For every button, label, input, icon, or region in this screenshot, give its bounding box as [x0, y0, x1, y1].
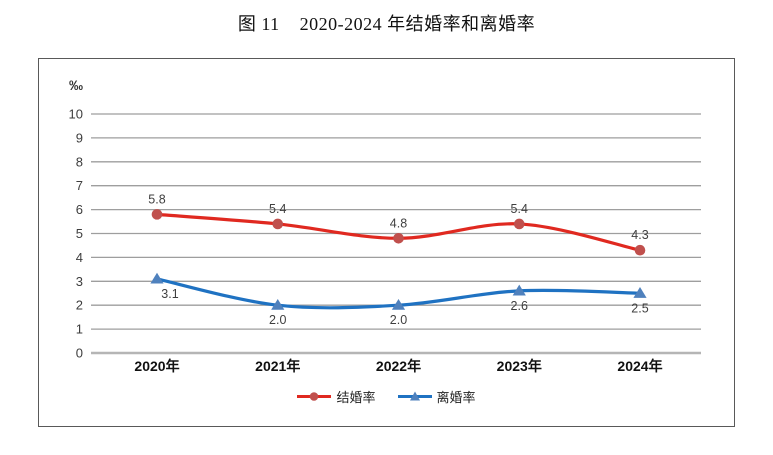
- data-label: 2.0: [269, 313, 286, 327]
- x-axis-label: 2023年: [497, 358, 542, 374]
- data-point-circle: [513, 218, 525, 230]
- data-label: 4.8: [390, 216, 407, 230]
- y-tick-label: 6: [76, 202, 83, 217]
- figure-title: 图 11 2020-2024 年结婚率和离婚率: [237, 14, 536, 34]
- legend: 结婚率 离婚率: [39, 387, 734, 406]
- line-circle-marker-icon: [297, 392, 332, 401]
- data-label: 5.4: [511, 202, 528, 216]
- legend-circle: [310, 392, 319, 401]
- line-triangle-marker-icon: [397, 391, 432, 401]
- x-axis-label: 2024年: [617, 358, 662, 374]
- data-label: 5.4: [269, 202, 286, 216]
- data-label: 3.1: [161, 287, 178, 301]
- y-tick-label: 7: [76, 178, 83, 193]
- data-label: 4.3: [631, 228, 648, 242]
- y-tick-label: 3: [76, 274, 83, 289]
- y-tick-label: 10: [69, 107, 83, 122]
- chart-area: ‰ 0 1 2 3 4 5 6 7 8 9 10 2020年 2021年 2022年 2023年 2024年 5…: [38, 58, 735, 427]
- data-point-circle: [393, 232, 404, 244]
- data-point-triangle: [391, 299, 406, 310]
- data-point-triangle: [271, 299, 285, 310]
- legend-item-1: 离婚率: [397, 387, 476, 406]
- plot-svg: 0 1 2 3 4 5 6 7 8 9 10 2020年 2021年 2022年 2023年 2024年 5.8…: [69, 107, 701, 374]
- data-label: 2.0: [390, 313, 407, 327]
- y-axis-unit-label: ‰: [69, 77, 83, 93]
- y-tick-label: 8: [76, 154, 83, 169]
- data-point-circle: [151, 209, 163, 220]
- legend-triangle: [409, 391, 420, 401]
- legend-label: 结婚率: [336, 390, 376, 405]
- data-point-triangle: [633, 287, 647, 298]
- data-label: 2.5: [631, 301, 648, 315]
- legend-label: 离婚率: [436, 390, 476, 405]
- data-point-triangle: [512, 284, 526, 296]
- data-point-circle: [272, 218, 284, 230]
- y-tick-label: 5: [76, 226, 83, 241]
- x-axis-label: 2020年: [134, 358, 179, 374]
- data-label: 2.6: [511, 299, 528, 313]
- y-tick-label: 9: [76, 130, 83, 145]
- y-tick-label: 1: [76, 322, 83, 337]
- y-tick-label: 0: [76, 346, 83, 361]
- x-axis-label: 2021年: [255, 358, 300, 374]
- x-axis-label: 2022年: [376, 358, 421, 374]
- data-label: 5.8: [148, 192, 165, 206]
- y-tick-label: 2: [76, 298, 83, 313]
- data-point-triangle: [150, 272, 164, 284]
- data-point-circle: [634, 244, 646, 256]
- y-tick-label: 4: [76, 250, 83, 265]
- legend-item-0: 结婚率: [297, 387, 376, 406]
